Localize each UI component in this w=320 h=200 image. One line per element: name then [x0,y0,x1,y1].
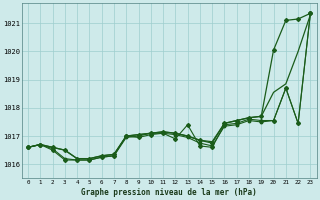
X-axis label: Graphe pression niveau de la mer (hPa): Graphe pression niveau de la mer (hPa) [81,188,257,197]
